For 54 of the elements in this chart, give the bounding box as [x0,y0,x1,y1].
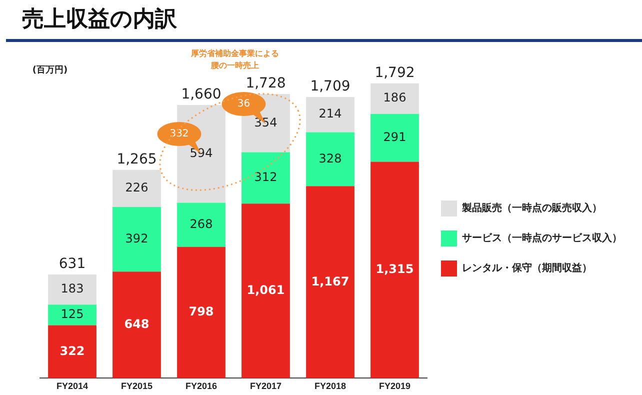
legend-label: レンタル・保守（期間収益） [462,262,592,274]
x-tick-label: FY2017 [250,381,282,392]
bar [112,170,161,208]
bar [370,83,419,114]
text: (百万円) [32,64,68,76]
data-label: 268 [190,216,213,231]
data-label: 1,167 [311,274,350,288]
data-label: 125 [60,307,84,322]
legend-label: サービス（一時点のサービス収入） [462,232,622,244]
data-label: 648 [124,317,150,332]
text: 腰の一時売上 [210,61,259,70]
data-label: 183 [60,282,84,296]
bar [306,186,354,378]
data-label: 328 [318,151,342,166]
data-label: 214 [318,106,342,121]
data-label: 392 [125,231,148,246]
total-label: 1,660 [181,86,222,103]
total-label: 1,792 [374,64,415,81]
bar [177,246,226,378]
annotation: 332 [170,128,189,140]
data-label: 291 [383,130,406,144]
bar [306,132,354,186]
total-label: 1,265 [116,152,157,168]
x-tick-label: FY2014 [56,381,88,392]
data-label: 312 [254,170,278,184]
bar [306,96,354,132]
bar [242,152,290,204]
bar [48,274,96,305]
data-label: 1,061 [246,283,285,298]
bar [48,304,96,326]
data-label: 226 [125,180,148,195]
x-tick-label: FY2015 [120,381,153,392]
bar [177,202,226,247]
total-label: 1,728 [246,76,286,92]
bar [48,325,96,378]
total-label: 631 [58,256,86,272]
chart-title: 売上収益の内訳 [22,6,177,34]
bar [370,162,419,378]
x-tick-label: FY2019 [378,381,411,392]
bar [112,207,161,272]
total-label: 1,709 [310,78,350,95]
legend-label: 製品販売（一時点の販売収入） [461,202,602,214]
bar [242,204,290,378]
data-label: 186 [383,90,406,105]
annotation: 36 [237,98,250,110]
bar [370,114,419,162]
data-label: 594 [190,146,213,160]
x-tick-label: FY2016 [185,381,218,392]
data-label: 1,315 [376,262,414,276]
data-label: 798 [188,304,214,319]
data-label: 322 [60,344,85,358]
x-tick-label: FY2018 [314,381,346,392]
text: 厚労省補助金事業による [190,49,279,58]
bar [112,272,161,378]
